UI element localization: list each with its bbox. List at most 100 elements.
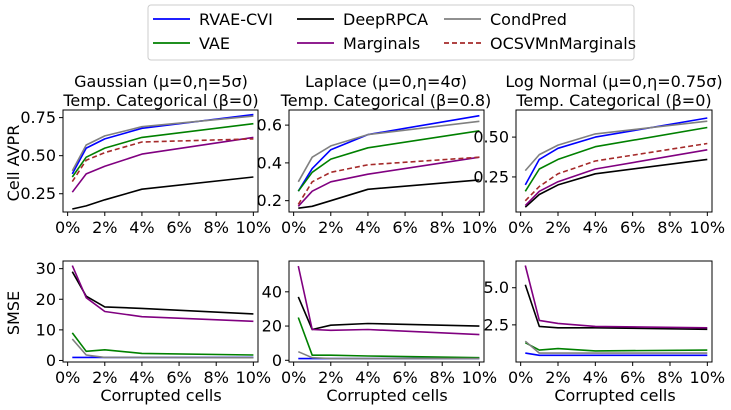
series-line-deeprpca xyxy=(524,284,708,331)
y-tick-label: 0.25 xyxy=(20,184,56,203)
y-tick-label: 0 xyxy=(46,351,56,370)
legend-label: RVAE-CVI xyxy=(199,10,273,29)
y-tick-label: 40 xyxy=(262,282,282,301)
x-tick-label: 10% xyxy=(690,218,726,237)
ylabel-bottom: SMSE xyxy=(4,291,23,335)
xlabel-1: Corrupted cells xyxy=(100,386,221,405)
panel-2: 0% 2% 4% 6% 8% 10% 0.2 0.4 0.6 xyxy=(257,109,497,237)
legend-label: DeepRPCA xyxy=(343,10,428,29)
series-line-marginals xyxy=(71,265,254,323)
series-line-marginals xyxy=(297,156,480,207)
series-line-condpred xyxy=(71,338,254,359)
xlabel-2: Corrupted cells xyxy=(326,386,447,405)
y-tick-label: 0.6 xyxy=(257,116,282,135)
x-tick-label: 4% xyxy=(355,218,380,237)
axes-frame xyxy=(62,109,259,213)
series-line-rvae-cvi xyxy=(71,113,254,175)
legend-frame xyxy=(147,4,635,61)
series-line-condpred xyxy=(71,115,254,172)
x-tick-label: 8% xyxy=(204,218,229,237)
axes-frame xyxy=(288,260,485,363)
y-tick-label: 0.50 xyxy=(20,146,56,165)
x-tick-label: 10% xyxy=(236,218,272,237)
x-tick-label: 0% xyxy=(55,368,80,387)
series-line-vae xyxy=(524,126,708,192)
y-tick-label: 5.0 xyxy=(484,278,509,297)
x-tick-label: 4% xyxy=(583,218,608,237)
x-tick-label: 6% xyxy=(620,218,645,237)
x-tick-label: 4% xyxy=(355,368,380,387)
series-line-condpred xyxy=(524,340,708,354)
x-tick-label: 4% xyxy=(129,218,154,237)
legend-entry-deeprpca: DeepRPCA xyxy=(297,10,428,29)
x-tick-label: 8% xyxy=(657,368,682,387)
y-tick-label: 20 xyxy=(36,290,56,309)
series-line-condpred xyxy=(524,120,708,172)
x-tick-label: 10% xyxy=(462,368,498,387)
series-line-marginals xyxy=(524,265,708,329)
x-tick-label: 2% xyxy=(545,368,570,387)
x-tick-label: 2% xyxy=(92,218,117,237)
legend-entry-rvae-cvi: RVAE-CVI xyxy=(153,10,273,29)
x-tick-label: 4% xyxy=(583,368,608,387)
series-line-deeprpca xyxy=(298,179,480,209)
legend-entry-ocsvmnmarginals: OCSVMnMarginals xyxy=(444,34,636,53)
xlabel-3: Corrupted cells xyxy=(554,386,675,405)
x-tick-label: 0% xyxy=(281,218,306,237)
x-tick-label: 2% xyxy=(92,368,117,387)
x-tick-label: 6% xyxy=(392,368,417,387)
axes-frame xyxy=(288,109,485,213)
panel-5: 0% 2% 4% 6% 8% 10% 0 20 40 xyxy=(262,260,498,387)
x-tick-label: 6% xyxy=(166,368,191,387)
series-line-vae xyxy=(297,130,480,192)
x-tick-label: 2% xyxy=(545,218,570,237)
legend-entry-marginals: Marginals xyxy=(297,34,420,53)
series-line-rvae-cvi xyxy=(524,117,708,186)
series-line-deeprpca xyxy=(524,158,708,208)
panel-6: 0% 2% 4% 6% 8% 10% 2.5 5.0 xyxy=(484,260,726,387)
title-2-line1: Laplace (μ=0,η=4σ) xyxy=(305,72,467,91)
series-line-deeprpca xyxy=(72,176,254,210)
x-tick-label: 8% xyxy=(430,218,455,237)
title-3-line2: Temp. Categorical (β=0) xyxy=(515,91,711,110)
series-line-marginals xyxy=(524,149,708,207)
series-line-deeprpca xyxy=(297,296,480,331)
x-tick-label: 8% xyxy=(430,368,455,387)
legend: RVAE-CVI VAE DeepRPCA Marginals CondPred OCSV… xyxy=(147,4,636,61)
ylabel-top: Cell AVPR xyxy=(4,125,23,202)
x-tick-label: 6% xyxy=(392,218,417,237)
x-tick-label: 8% xyxy=(204,368,229,387)
series-line-ocsvmnmarginals xyxy=(297,156,480,205)
x-tick-label: 6% xyxy=(620,368,645,387)
legend-entry-vae: VAE xyxy=(153,34,230,53)
y-tick-label: 0.4 xyxy=(257,153,282,172)
legend-label: CondPred xyxy=(490,10,567,29)
x-tick-label: 2% xyxy=(318,368,343,387)
x-tick-label: 0% xyxy=(281,368,306,387)
y-tick-label: 0.2 xyxy=(257,191,282,210)
panel-3: 0% 2% 4% 6% 8% 10% 0.25 0.50 xyxy=(473,109,726,237)
series-line-vae xyxy=(71,332,254,356)
panel-4: 0% 2% 4% 6% 8% 10% 0 10 20 30 xyxy=(36,259,271,387)
series-line-rvae-cvi xyxy=(297,114,480,192)
x-tick-label: 10% xyxy=(690,368,726,387)
series-line-ocsvmnmarginals xyxy=(71,138,254,183)
y-tick-label: 10 xyxy=(36,320,56,339)
series-line-condpred xyxy=(297,350,480,360)
panel-1: 0% 2% 4% 6% 8% 10% 0.25 0.50 0.75 xyxy=(20,108,271,237)
y-tick-label: 30 xyxy=(36,259,56,278)
y-tick-label: 0.50 xyxy=(473,128,509,147)
series-line-marginals xyxy=(71,136,254,193)
x-tick-label: 10% xyxy=(236,368,272,387)
y-tick-label: 2.5 xyxy=(484,315,509,334)
legend-entry-condpred: CondPred xyxy=(444,10,567,29)
series-line-marginals xyxy=(297,265,480,336)
series-line-vae xyxy=(71,122,254,178)
x-tick-label: 0% xyxy=(508,368,533,387)
x-tick-label: 2% xyxy=(318,218,343,237)
x-tick-label: 0% xyxy=(508,218,533,237)
axes-frame xyxy=(62,260,259,363)
axes-frame xyxy=(515,260,713,363)
legend-label: VAE xyxy=(199,34,230,53)
